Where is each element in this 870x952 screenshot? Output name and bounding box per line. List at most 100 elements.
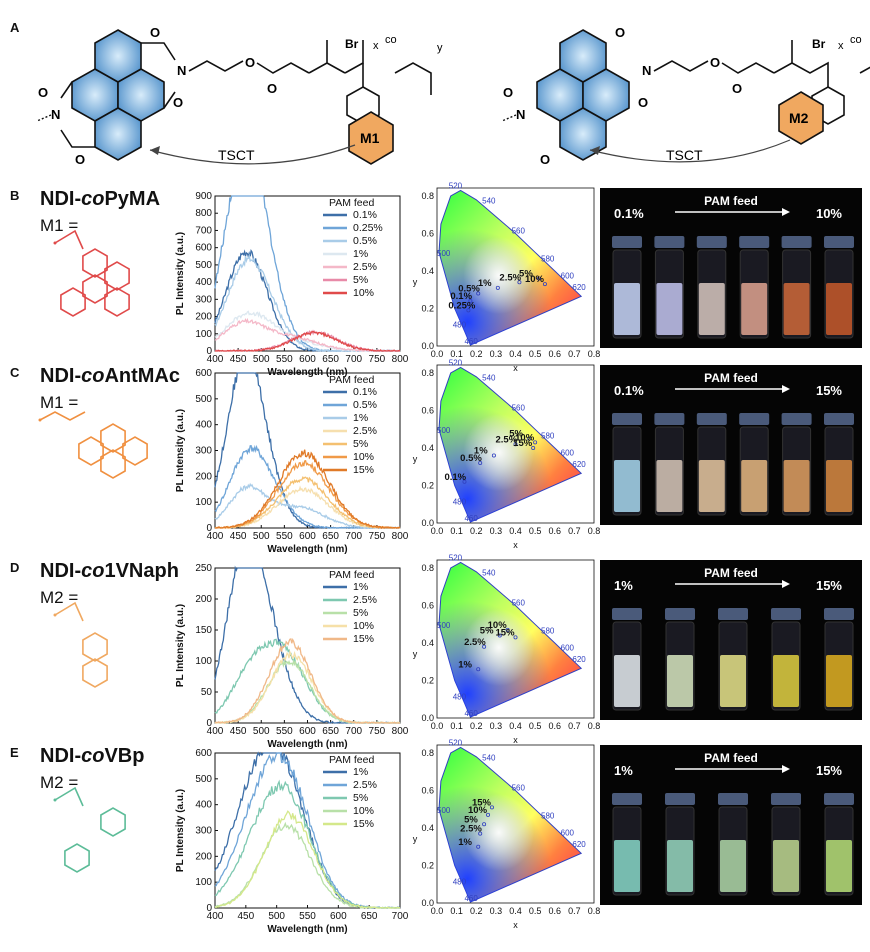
cie-wavelength-label: 500 (437, 426, 451, 435)
linker-bond (39, 411, 86, 421)
vial-powder (667, 840, 693, 892)
cie-point-label: 2.5% (464, 637, 486, 648)
series-line-B-6 (215, 330, 401, 352)
polymer-title-E: NDI-coVBp (40, 745, 144, 768)
legend-entry: 10% (353, 287, 374, 299)
y-tick-label: 100 (195, 877, 212, 888)
cie-x-tick: 0.5 (529, 526, 542, 536)
svg-text:O: O (150, 25, 160, 40)
cie-point (466, 308, 471, 313)
substituent-structure-C (38, 411, 148, 479)
x-tick-label: 400 (207, 354, 224, 365)
cie-wavelength-label: 580 (541, 812, 555, 821)
polymer-suffix: AntMAc (104, 365, 180, 387)
y-tick-label: 50 (201, 687, 213, 698)
legend-title: PAM feed (329, 754, 374, 766)
svg-text:N: N (177, 63, 186, 78)
cie-x-tick: 0.6 (548, 721, 561, 731)
svg-text:O: O (540, 152, 550, 167)
cie-x-tick: 0.0 (431, 349, 444, 359)
cie-wavelength-label: 500 (437, 249, 451, 258)
svg-text:O: O (245, 55, 255, 70)
br-label-left: Br (345, 37, 359, 51)
panel-a-schematic: N O O N O O O O x co y M1 Br TSCT N O (36, 25, 870, 167)
cie-wavelength-label: 580 (541, 627, 555, 636)
legend-entry: 0.1% (353, 386, 377, 398)
panel-label-E: E (10, 745, 19, 760)
br-label-right: Br (812, 37, 826, 51)
photo-center-label: PAM feed (704, 566, 758, 580)
photo-C (600, 365, 862, 525)
cie-x-tick: 0.7 (568, 721, 581, 731)
panel-label-B: B (10, 188, 20, 203)
cie-point (513, 635, 518, 640)
legend-entry: 2.5% (353, 594, 377, 606)
svg-text:O: O (732, 81, 742, 96)
vial-cap (824, 793, 854, 805)
cie-wavelength-label: 600 (561, 272, 575, 281)
legend-title: PAM feed (329, 374, 374, 386)
y-tick-label: 200 (195, 851, 212, 862)
svg-text:co: co (850, 34, 862, 46)
vial-cap (739, 413, 770, 425)
attachment-point (38, 418, 42, 422)
x-tick-label: 550 (276, 531, 293, 542)
polymer-prefix: NDI- (40, 188, 82, 210)
cie-y-label: y (413, 834, 418, 844)
cie-x-tick: 0.2 (470, 906, 483, 916)
cie-white-overlay (439, 367, 582, 523)
x-tick-label: 800 (392, 531, 409, 542)
cie-x-tick: 0.3 (490, 906, 503, 916)
vial-powder (783, 460, 810, 512)
vial-powder (698, 283, 725, 335)
cie-wavelength-label: 520 (449, 739, 463, 748)
cie-point-label: 2.5% (496, 434, 518, 445)
y-tick-label: 0 (206, 346, 212, 357)
series-line-C-6 (215, 449, 401, 530)
cie-wavelength-label: 520 (449, 182, 463, 191)
aromatic-ring (100, 423, 126, 453)
vial-cap (781, 413, 812, 425)
y-axis-label: PL Intensity (a.u.) (175, 604, 186, 687)
vial-cap (696, 413, 727, 425)
cie-x-tick: 0.3 (490, 349, 503, 359)
cie-point-label: 0.1% (450, 291, 472, 302)
series-line-E-1 (214, 752, 401, 909)
cie-x-tick: 0.8 (588, 526, 601, 536)
series-line-C-4 (214, 476, 401, 529)
cie-point-label: 0.25% (448, 300, 475, 311)
y-tick-label: 400 (195, 800, 212, 811)
y-tick-label: 0 (206, 523, 212, 534)
legend-entry: 10% (353, 620, 374, 632)
photo-B (600, 188, 862, 348)
linker-bond (54, 229, 84, 250)
vial-powder (773, 655, 799, 707)
polymer-co: co (81, 188, 105, 210)
cie-wavelength-label: 520 (449, 554, 463, 563)
cie-x-tick: 0.7 (568, 526, 581, 536)
x-tick-label: 800 (392, 354, 409, 365)
cie-point-label: 10% (515, 432, 535, 443)
cie-wavelength-label: 560 (512, 784, 526, 793)
svg-text:O: O (38, 85, 48, 100)
cie-y-tick: 0.4 (421, 823, 434, 833)
cie-point (489, 805, 494, 810)
y-tick-label: 0 (206, 903, 212, 914)
cie-point-label: 5% (464, 814, 478, 825)
cie-point (537, 276, 542, 281)
cie-point (476, 291, 481, 296)
cie-point (486, 812, 491, 817)
cie-y-tick: 0.2 (421, 304, 434, 314)
cie-wavelength-label: 600 (561, 644, 575, 653)
series-line-E-2 (214, 779, 401, 909)
svg-text:x: x (838, 40, 844, 52)
x-tick-label: 700 (345, 726, 362, 737)
vial-cap (665, 608, 695, 620)
cie-wavelength-label: 460 (464, 709, 478, 718)
vial-powder (826, 283, 852, 335)
y-tick-label: 600 (195, 368, 212, 379)
vial-cap (665, 793, 695, 805)
legend-title: PAM feed (329, 569, 374, 581)
vial-cap (771, 608, 801, 620)
